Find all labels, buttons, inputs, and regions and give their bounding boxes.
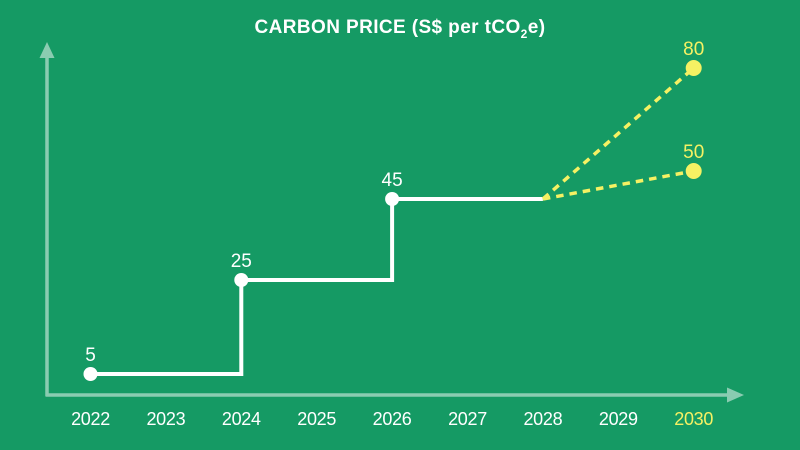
y-axis-arrowhead bbox=[39, 42, 55, 58]
x-tick-2029: 2029 bbox=[599, 409, 638, 429]
series-carbon-tax-actual-line bbox=[90, 197, 543, 376]
data-point-label-25: 25 bbox=[231, 251, 252, 272]
data-point-2022-5 bbox=[83, 367, 98, 381]
x-tick-2024: 2024 bbox=[222, 409, 261, 429]
data-point-2026-45 bbox=[385, 192, 400, 206]
data-point-2030-50 bbox=[685, 163, 702, 179]
x-tick-2028: 2028 bbox=[523, 409, 562, 429]
data-point-2030-80 bbox=[685, 60, 702, 76]
chart-title-subscript: 2 bbox=[520, 26, 528, 41]
x-tick-2023: 2023 bbox=[146, 409, 185, 429]
data-point-label-80: 80 bbox=[683, 39, 704, 60]
chart-title: CARBON PRICE (S$ per tCO2e) bbox=[0, 17, 800, 41]
data-point-label-5: 5 bbox=[85, 345, 96, 366]
series-projection-high-line bbox=[541, 66, 695, 201]
x-tick-2030: 2030 bbox=[674, 409, 713, 429]
x-tick-2027: 2027 bbox=[448, 409, 487, 429]
x-tick-2022: 2022 bbox=[71, 409, 110, 429]
x-axis-arrowhead bbox=[727, 387, 744, 403]
data-point-label-45: 45 bbox=[382, 170, 403, 191]
chart-title-prefix: CARBON PRICE (S$ per tCO bbox=[254, 17, 521, 38]
data-point-label-50: 50 bbox=[683, 142, 704, 163]
x-tick-2025: 2025 bbox=[297, 409, 336, 429]
chart-title-suffix: e) bbox=[527, 17, 546, 38]
series-projection-low-line bbox=[542, 169, 695, 201]
x-tick-2026: 2026 bbox=[373, 409, 412, 429]
data-point-2024-25 bbox=[234, 273, 249, 287]
